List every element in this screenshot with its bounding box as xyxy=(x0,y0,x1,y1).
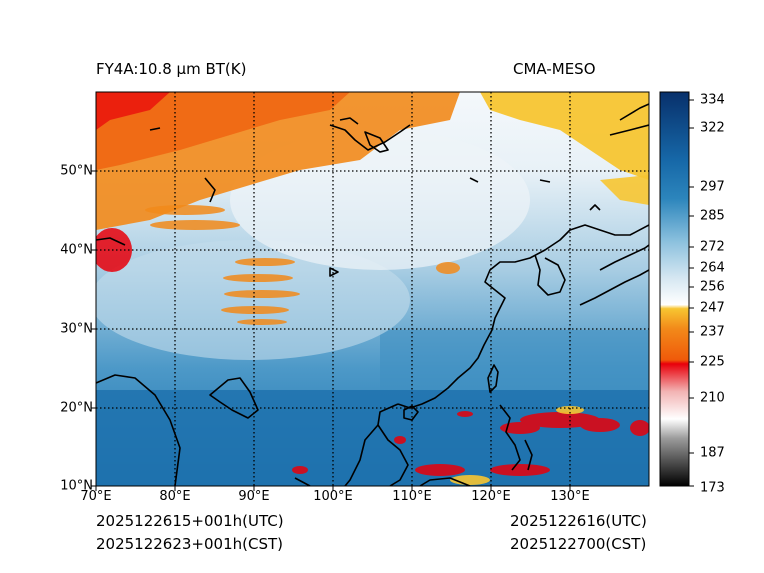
colorbar-ticks xyxy=(689,99,694,487)
lon-label-120e: 120°E xyxy=(471,489,511,504)
init-time-utc: 2025122615+001h(UTC) xyxy=(96,512,284,530)
colorbar xyxy=(660,92,689,486)
lat-label-50n: 50°N xyxy=(60,163,93,179)
graticule xyxy=(96,92,649,486)
colorbar-label: 256 xyxy=(700,279,725,295)
lat-label-20n: 20°N xyxy=(60,400,93,416)
lon-label-130e: 130°E xyxy=(550,489,590,504)
lon-label-110e: 110°E xyxy=(392,489,432,504)
colorbar-label: 272 xyxy=(700,239,725,255)
lon-label-90e: 90°E xyxy=(238,489,270,504)
colorbar-label: 247 xyxy=(700,300,725,316)
colorbar-label: 264 xyxy=(700,260,725,276)
lat-label-10n: 10°N xyxy=(60,478,93,494)
colorbar-label: 173 xyxy=(700,480,725,496)
valid-time-cst: 2025122700(CST) xyxy=(510,535,647,553)
init-time-cst: 2025122623+001h(CST) xyxy=(96,535,284,553)
colorbar-label: 297 xyxy=(700,179,725,195)
lon-label-80e: 80°E xyxy=(159,489,191,504)
colorbar-label: 187 xyxy=(700,445,725,461)
lon-ticks xyxy=(95,486,571,491)
colorbar-label: 210 xyxy=(700,390,725,406)
colorbar-label: 334 xyxy=(700,92,725,108)
lat-label-30n: 30°N xyxy=(60,321,93,337)
valid-time-utc: 2025122616(UTC) xyxy=(510,512,647,530)
map-frame xyxy=(95,91,650,487)
colorbar-label: 285 xyxy=(700,208,725,224)
coastlines xyxy=(96,103,649,486)
lat-label-40n: 40°N xyxy=(60,242,93,258)
lat-ticks xyxy=(91,170,96,487)
colorbar-label: 237 xyxy=(700,324,725,340)
lon-label-100e: 100°E xyxy=(313,489,353,504)
lon-label-70e: 70°E xyxy=(80,489,112,504)
brightness-temperature-field xyxy=(96,92,649,486)
model-name: CMA-MESO xyxy=(513,60,596,78)
colorbar-label: 322 xyxy=(700,120,725,136)
colorbar-label: 225 xyxy=(700,354,725,370)
colorbar-frame xyxy=(659,91,690,487)
map-title: FY4A:10.8 µm BT(K) xyxy=(96,60,247,78)
